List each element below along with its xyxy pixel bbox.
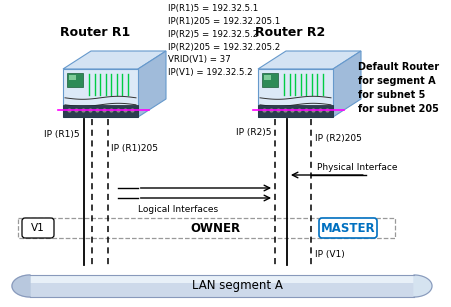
FancyBboxPatch shape xyxy=(319,218,377,238)
Text: Router R1: Router R1 xyxy=(60,26,130,40)
Bar xyxy=(63,105,138,117)
Polygon shape xyxy=(258,51,361,69)
Polygon shape xyxy=(333,51,361,117)
Polygon shape xyxy=(63,51,166,69)
Bar xyxy=(63,69,138,117)
Bar xyxy=(258,69,333,117)
Bar xyxy=(30,275,414,297)
Text: IP (R2)5: IP (R2)5 xyxy=(235,129,271,138)
Text: IP (R1)5: IP (R1)5 xyxy=(44,130,80,139)
Text: Default Router
for segment A
for subnet 5
for subnet 205: Default Router for segment A for subnet … xyxy=(358,62,439,114)
Text: IP (R1)205: IP (R1)205 xyxy=(111,143,158,153)
Text: OWNER: OWNER xyxy=(190,221,240,235)
Text: Physical Interface: Physical Interface xyxy=(317,162,397,172)
Bar xyxy=(264,75,271,80)
Text: LAN segment A: LAN segment A xyxy=(192,279,282,293)
Text: IP (V1): IP (V1) xyxy=(315,250,345,258)
Bar xyxy=(67,73,83,87)
Text: V1: V1 xyxy=(31,223,45,233)
Bar xyxy=(262,73,278,87)
Text: Logical Interfaces: Logical Interfaces xyxy=(138,205,218,214)
FancyBboxPatch shape xyxy=(22,218,54,238)
Text: IP(R1)5 = 192.32.5.1
IP(R1)205 = 192.32.205.1
IP(R2)5 = 192.32.5.2
IP(R2)205 = 1: IP(R1)5 = 192.32.5.1 IP(R1)205 = 192.32.… xyxy=(168,4,280,77)
Polygon shape xyxy=(414,275,432,297)
Bar xyxy=(258,105,333,117)
Text: IP (R2)205: IP (R2)205 xyxy=(315,134,362,142)
Bar xyxy=(30,275,414,283)
Polygon shape xyxy=(12,275,30,297)
Text: Router R2: Router R2 xyxy=(255,26,325,40)
Bar xyxy=(69,75,76,80)
Polygon shape xyxy=(138,51,166,117)
Text: MASTER: MASTER xyxy=(321,221,375,235)
